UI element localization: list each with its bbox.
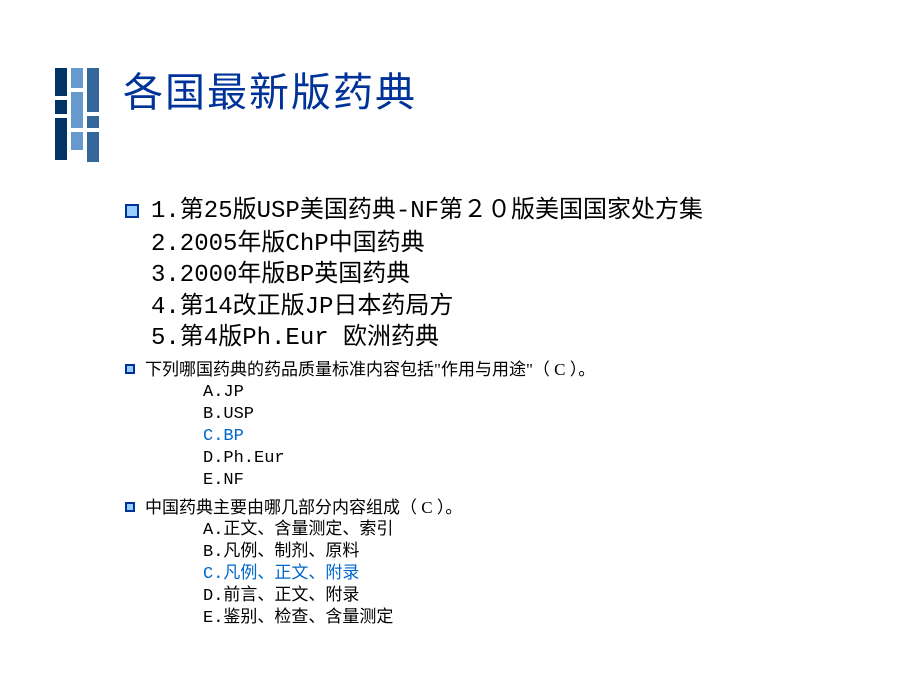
list-text: 5.第4版Ph.Eur 欧洲药典 (125, 323, 880, 354)
main-list-item: 1.第25版USP美国药典-NF第２０版美国国家处方集 (125, 196, 880, 227)
answer-option: D.前言、正文、附录 (125, 586, 880, 608)
bullet-icon (125, 364, 135, 374)
answer-option-correct: C.BP (125, 426, 880, 448)
answer-option: B.凡例、制剂、原料 (125, 542, 880, 564)
list-text: 3.2000年版BP英国药典 (125, 260, 880, 291)
bullet-icon (125, 502, 135, 512)
answer-option: B.USP (125, 404, 880, 426)
list-text: 4.第14改正版JP日本药局方 (125, 292, 880, 323)
answer-option: A.JP (125, 382, 880, 404)
answer-option-correct: C.凡例、正文、附录 (125, 564, 880, 586)
content-area: 1.第25版USP美国药典-NF第２０版美国国家处方集 2.2005年版ChP中… (0, 196, 920, 630)
list-text: 2.2005年版ChP中国药典 (125, 229, 880, 260)
title-area: 各国最新版药典 (0, 60, 920, 166)
list-text: 1.第25版USP美国药典-NF第２０版美国国家处方集 (151, 196, 703, 227)
slide-title: 各国最新版药典 (123, 60, 417, 118)
question-1: 下列哪国药典的药品质量标准内容包括"作用与用途"（ C ）。 (125, 358, 880, 382)
question-text: 中国药典主要由哪几部分内容组成（ C ）。 (145, 496, 462, 520)
answer-option: E.NF (125, 470, 880, 492)
answer-option: D.Ph.Eur (125, 448, 880, 470)
slide-container: 各国最新版药典 1.第25版USP美国药典-NF第２０版美国国家处方集 2.20… (0, 0, 920, 690)
answer-option: E.鉴别、检查、含量测定 (125, 608, 880, 630)
bullet-icon (125, 204, 139, 218)
question-text: 下列哪国药典的药品质量标准内容包括"作用与用途"（ C ）。 (145, 358, 595, 382)
answer-option: A.正文、含量测定、索引 (125, 520, 880, 542)
question-2: 中国药典主要由哪几部分内容组成（ C ）。 (125, 496, 880, 520)
title-decoration-bars (55, 68, 103, 166)
